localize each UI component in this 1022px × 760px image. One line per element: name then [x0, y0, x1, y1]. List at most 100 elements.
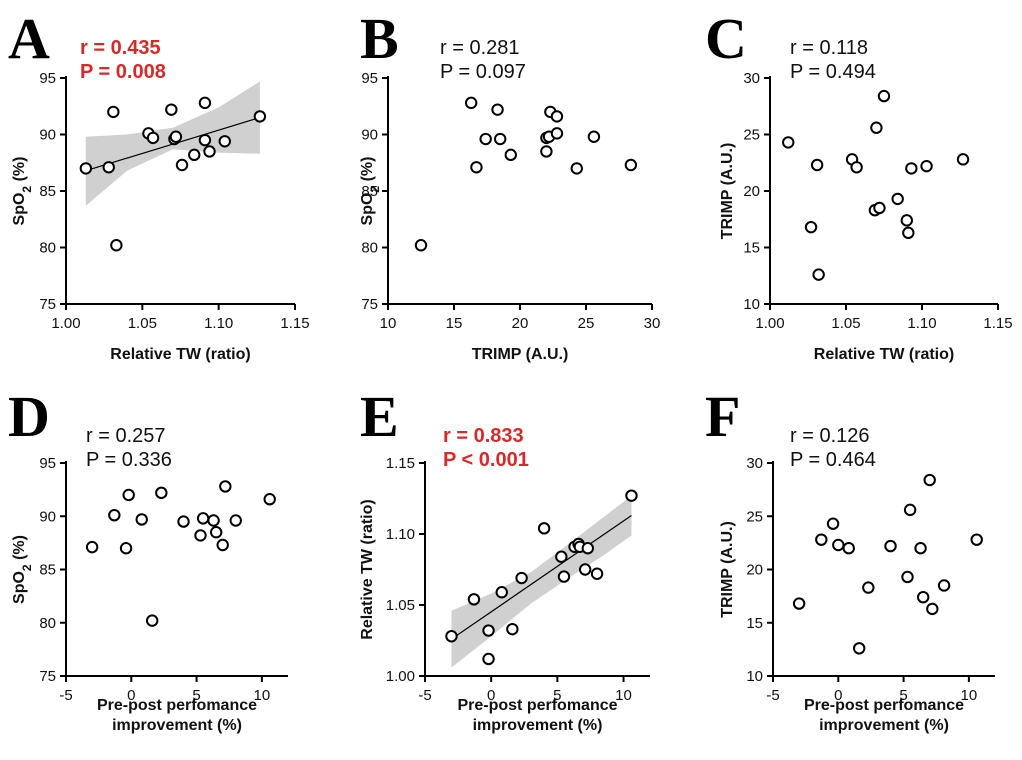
data-point: [557, 570, 571, 583]
y-tick-label: 10: [746, 668, 763, 685]
stat-r: r = 0.126: [790, 425, 870, 447]
y-tick-label: 95: [39, 70, 56, 87]
y-tick-label: 1.05: [386, 597, 415, 614]
panel-letter: C: [705, 6, 747, 71]
data-point: [219, 480, 232, 493]
stat-p: P = 0.494: [790, 61, 876, 83]
panel-letter: D: [8, 384, 50, 449]
data-point: [445, 630, 458, 643]
data-point: [155, 486, 168, 500]
data-point: [119, 542, 133, 555]
data-point: [937, 579, 951, 592]
y-axis-label-unit: (%): [11, 157, 28, 186]
data-point: [253, 110, 267, 123]
data-point: [479, 132, 492, 146]
x-axis-label: Pre-post perfomance: [457, 697, 617, 714]
y-axis-label-main: SpO: [11, 193, 28, 226]
data-point: [494, 132, 507, 146]
data-point: [146, 131, 160, 145]
y-tick-label: 20: [746, 562, 763, 579]
data-point: [804, 220, 818, 234]
x-axis-label: Relative TW (ratio): [110, 346, 250, 363]
data-point: [625, 489, 638, 502]
y-axis-label-main: TRIMP (A.U.): [719, 143, 736, 240]
y-tick-label: 75: [39, 296, 56, 313]
y-tick-label: 95: [39, 455, 56, 472]
data-point: [515, 571, 528, 585]
y-tick-label: 90: [39, 127, 56, 144]
y-axis-label-main: TRIMP (A.U.): [719, 521, 736, 618]
regression-line: [451, 515, 632, 640]
y-axis-label: SpO2 (%): [11, 535, 34, 604]
x-tick-label: 15: [446, 315, 463, 332]
stat-r: r = 0.833: [443, 425, 524, 447]
x-tick-label: -5: [766, 687, 779, 704]
data-point: [216, 538, 229, 552]
x-tick-label: 10: [380, 315, 397, 332]
y-axis-label-subscript: 2: [368, 186, 382, 193]
x-tick-label: 1.10: [907, 315, 936, 332]
data-point: [832, 538, 845, 552]
y-axis-label-subscript: 2: [20, 564, 34, 571]
y-tick-label: 85: [361, 183, 378, 200]
data-point: [209, 526, 223, 539]
data-point: [207, 514, 220, 527]
axis-lines: [65, 461, 288, 677]
axis-lines: [769, 76, 998, 305]
y-axis-label-main: Relative TW (ratio): [359, 499, 376, 639]
y-axis-label: Relative TW (ratio): [359, 499, 376, 639]
y-tick-label: 20: [743, 183, 760, 200]
data-point: [901, 570, 914, 584]
data-point: [884, 539, 897, 553]
y-axis-label: TRIMP (A.U.): [719, 521, 736, 618]
x-tick-label: 5: [899, 687, 907, 704]
y-tick-label: 15: [746, 615, 763, 632]
stat-p: P = 0.464: [790, 449, 876, 471]
panel-letter: E: [360, 384, 399, 449]
data-point: [145, 614, 159, 627]
x-axis-label: Relative TW (ratio): [814, 346, 954, 363]
data-point: [956, 153, 970, 166]
panel-letter: A: [8, 6, 50, 71]
data-point: [587, 130, 601, 143]
x-tick-label: 25: [578, 315, 595, 332]
stat-r: r = 0.257: [86, 425, 166, 447]
stat-r: r = 0.281: [440, 37, 520, 59]
confidence-band: [451, 495, 632, 668]
data-point: [970, 533, 983, 546]
y-tick-label: 85: [39, 183, 56, 200]
y-axis-label-main: SpO: [11, 571, 28, 604]
data-point: [873, 201, 886, 215]
x-tick-label: 10: [615, 687, 632, 704]
data-point: [581, 542, 594, 555]
x-tick-label: 20: [512, 315, 529, 332]
x-tick-label: 1.00: [755, 315, 784, 332]
data-point: [79, 162, 93, 175]
y-axis-label-unit: (%): [11, 535, 28, 564]
x-tick-label: 1.05: [128, 315, 157, 332]
data-point: [263, 493, 276, 506]
data-point: [122, 488, 135, 502]
data-point: [464, 96, 478, 110]
data-point: [107, 105, 120, 119]
x-tick-label: 1.15: [983, 315, 1012, 332]
stat-p: P < 0.001: [443, 449, 529, 471]
data-point: [203, 145, 216, 158]
panel-letter: F: [705, 384, 740, 449]
x-tick-label: 0: [127, 687, 135, 704]
stat-p: P = 0.097: [440, 61, 526, 83]
data-point: [175, 158, 189, 172]
data-point: [914, 542, 927, 555]
data-point: [920, 159, 933, 173]
data-point: [504, 148, 517, 162]
data-point: [877, 89, 891, 103]
stat-p: P = 0.008: [80, 61, 166, 83]
x-tick-label: 30: [644, 315, 661, 332]
y-tick-label: 1.15: [386, 455, 415, 472]
x-tick-label: -5: [59, 687, 72, 704]
x-axis-label-line2: improvement (%): [473, 717, 603, 734]
